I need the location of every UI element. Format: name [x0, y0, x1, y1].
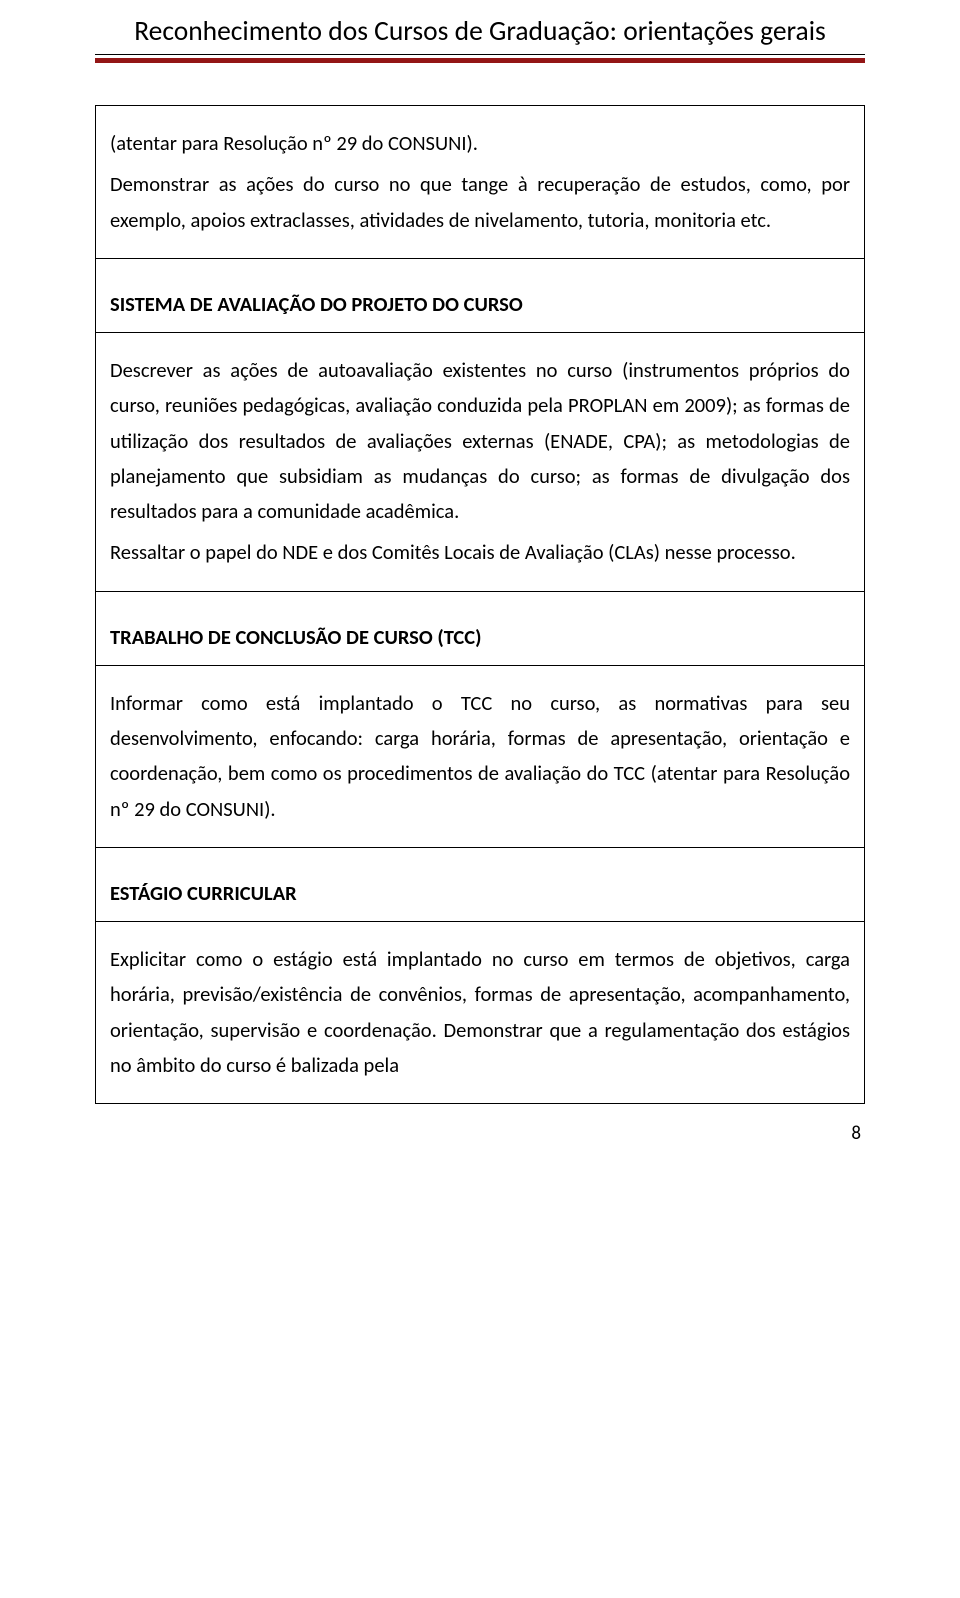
section-heading-sistema: SISTEMA DE AVALIAÇÃO DO PROJETO DO CURSO — [96, 258, 865, 332]
paragraph: Informar como está implantado o TCC no c… — [110, 686, 850, 827]
paragraph: Demonstrar as ações do curso no que tang… — [110, 167, 850, 238]
page-title: Reconhecimento dos Cursos de Graduação: … — [95, 15, 865, 54]
paragraph: Descrever as ações de autoavaliação exis… — [110, 353, 850, 529]
page-number: 8 — [95, 1122, 865, 1145]
table-row: TRABALHO DE CONCLUSÃO DE CURSO (TCC) — [96, 591, 865, 665]
paragraph: Explicitar como o estágio está implantad… — [110, 942, 850, 1083]
header-rule-outer — [95, 54, 865, 63]
table-row: SISTEMA DE AVALIAÇÃO DO PROJETO DO CURSO — [96, 258, 865, 332]
table-row: Explicitar como o estágio está implantad… — [96, 922, 865, 1104]
table-row: (atentar para Resolução nº 29 do CONSUNI… — [96, 106, 865, 259]
sistema-cell: Descrever as ações de autoavaliação exis… — [96, 333, 865, 592]
estagio-cell: Explicitar como o estágio está implantad… — [96, 922, 865, 1104]
tcc-cell: Informar como está implantado o TCC no c… — [96, 665, 865, 847]
intro-cell: (atentar para Resolução nº 29 do CONSUNI… — [96, 106, 865, 259]
section-heading-estagio: ESTÁGIO CURRICULAR — [96, 847, 865, 921]
section-heading-tcc: TRABALHO DE CONCLUSÃO DE CURSO (TCC) — [96, 591, 865, 665]
paragraph: Ressaltar o papel do NDE e dos Comitês L… — [110, 535, 850, 570]
table-row: Descrever as ações de autoavaliação exis… — [96, 333, 865, 592]
table-row: ESTÁGIO CURRICULAR — [96, 847, 865, 921]
page-header: Reconhecimento dos Cursos de Graduação: … — [95, 0, 865, 63]
table-row: Informar como está implantado o TCC no c… — [96, 665, 865, 847]
header-rule-inner — [95, 58, 865, 63]
paragraph: (atentar para Resolução nº 29 do CONSUNI… — [110, 126, 850, 161]
content-table: (atentar para Resolução nº 29 do CONSUNI… — [95, 105, 865, 1104]
